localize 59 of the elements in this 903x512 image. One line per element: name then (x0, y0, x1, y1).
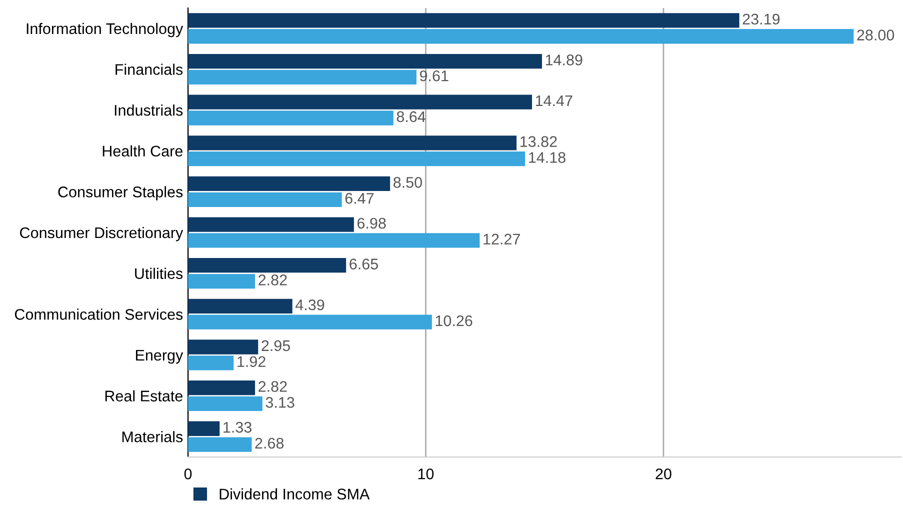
data-label: 23.19 (742, 14, 780, 25)
bar (188, 437, 252, 452)
bar (188, 94, 532, 110)
data-label: 6.98 (357, 218, 386, 229)
data-label: 14.47 (536, 96, 572, 106)
y-tick-label: Industrials (114, 104, 183, 116)
bar (188, 70, 416, 85)
bar (188, 110, 394, 126)
y-tick-label: Financials (116, 64, 183, 75)
data-label: 14.18 (529, 152, 566, 163)
x-tick-label: 10 (418, 468, 434, 480)
bar (188, 274, 256, 289)
y-tick-label: Materials (122, 431, 183, 442)
x-tick-label: 20 (656, 468, 672, 480)
data-label: 8.50 (394, 177, 422, 188)
data-label: 14.89 (546, 54, 582, 66)
data-label: 6.47 (345, 192, 374, 204)
data-label: 2.68 (255, 438, 284, 449)
data-label: 1.92 (238, 356, 266, 368)
bar (188, 396, 262, 412)
bar (188, 314, 432, 330)
data-label: 8.64 (396, 111, 426, 122)
y-tick-label: Health Care (102, 145, 182, 157)
data-label: 1.33 (224, 422, 252, 433)
data-label: 9.61 (420, 70, 448, 82)
y-tick-label: Real Estate (105, 390, 182, 402)
bar (188, 258, 346, 273)
bar (188, 233, 480, 248)
bar (188, 356, 234, 370)
bar (188, 217, 354, 232)
data-label: 2.82 (258, 381, 287, 392)
data-label: 2.95 (262, 340, 290, 352)
data-label: 4.39 (295, 299, 324, 310)
bar (188, 152, 526, 166)
data-label: 28.00 (857, 30, 894, 40)
bar (188, 192, 342, 207)
y-tick-label: Consumer Discretionary (20, 226, 184, 242)
data-label: 2.82 (258, 274, 287, 286)
data-label: 6.65 (350, 258, 378, 270)
y-tick-label: Utilities (135, 268, 183, 280)
bar (188, 29, 854, 44)
data-label: 3.13 (266, 397, 294, 408)
bar (188, 380, 256, 396)
data-label: 12.27 (484, 234, 520, 244)
legend-label: Dividend Income SMA (220, 488, 370, 500)
bar (188, 54, 542, 69)
bar (188, 13, 740, 28)
bar (188, 298, 292, 314)
y-tick-label: Energy (136, 350, 184, 364)
bar (188, 340, 258, 354)
y-tick-label: Consumer Staples (58, 186, 183, 200)
bar (188, 421, 220, 436)
bar (188, 136, 517, 150)
data-label: 13.82 (520, 136, 557, 148)
y-tick-label: Communication Services (14, 308, 183, 320)
bar (188, 176, 390, 192)
data-label: 10.26 (436, 315, 472, 326)
y-tick-label: Information Technology (26, 22, 184, 38)
x-tick-label: 0 (184, 468, 192, 480)
